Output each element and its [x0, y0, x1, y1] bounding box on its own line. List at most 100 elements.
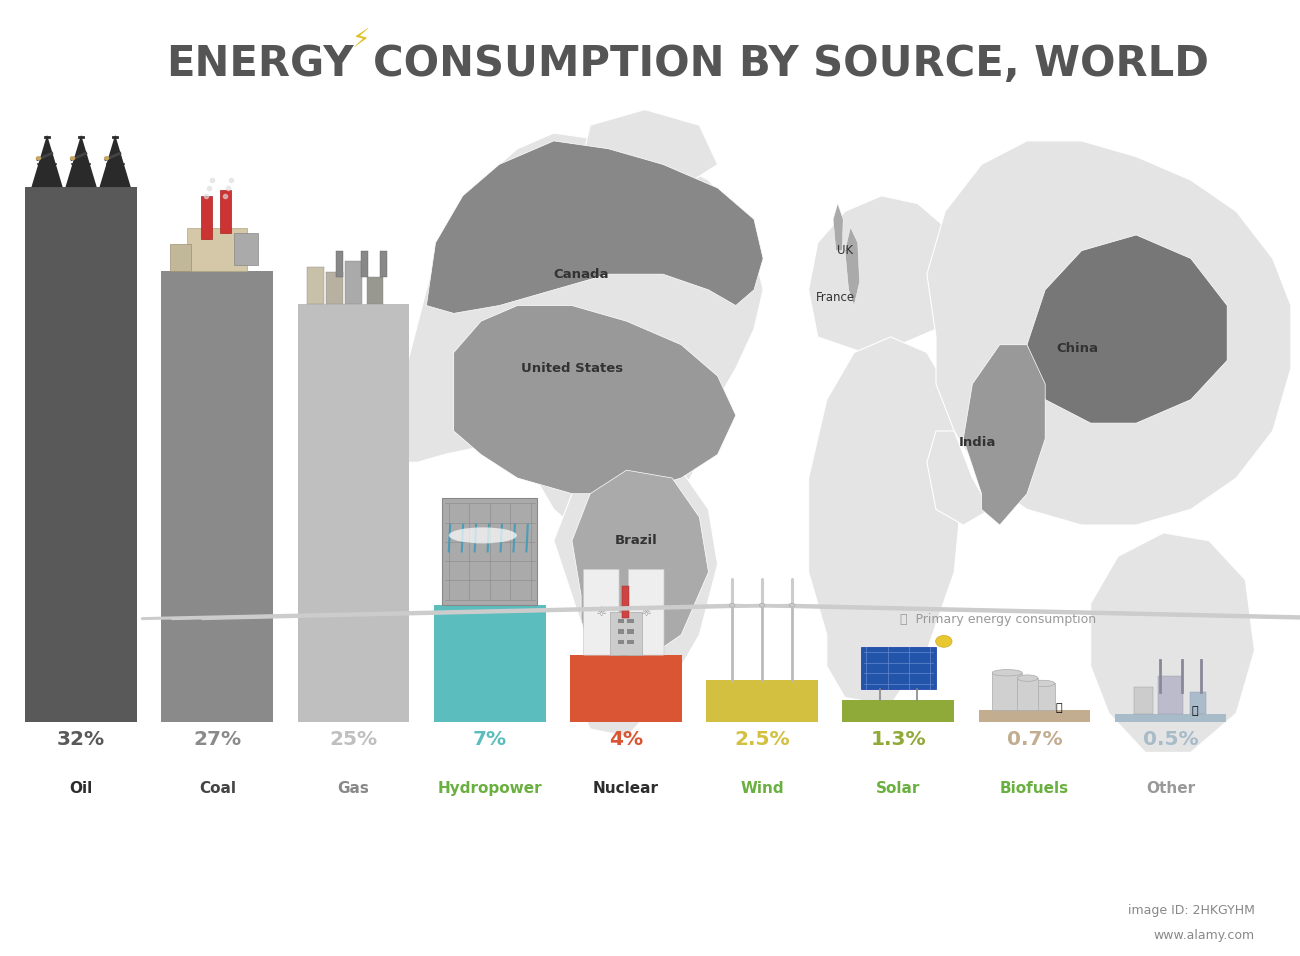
- Bar: [169, 244, 191, 271]
- Ellipse shape: [35, 156, 42, 161]
- FancyBboxPatch shape: [584, 570, 619, 655]
- Bar: [1115, 713, 1226, 722]
- Ellipse shape: [1031, 681, 1054, 686]
- Text: 27%: 27%: [194, 730, 242, 749]
- Text: France: France: [816, 292, 855, 304]
- Bar: [220, 190, 231, 233]
- Polygon shape: [1027, 235, 1227, 424]
- Text: UK: UK: [837, 244, 853, 257]
- Ellipse shape: [789, 603, 794, 607]
- Bar: [706, 680, 818, 722]
- Bar: [1031, 684, 1054, 710]
- Bar: [161, 271, 273, 722]
- Text: ENERGY: ENERGY: [166, 43, 354, 85]
- Bar: [610, 612, 642, 655]
- Ellipse shape: [992, 669, 1022, 676]
- Bar: [1018, 678, 1037, 710]
- Text: www.alamy.com: www.alamy.com: [1153, 929, 1254, 943]
- Bar: [627, 629, 634, 634]
- Bar: [367, 277, 384, 304]
- Text: Solar: Solar: [876, 781, 920, 795]
- Text: 7%: 7%: [473, 730, 507, 749]
- Bar: [326, 272, 343, 304]
- Text: Biofuels: Biofuels: [1000, 781, 1069, 795]
- Bar: [621, 585, 629, 618]
- Text: Gas: Gas: [338, 781, 369, 795]
- Polygon shape: [100, 135, 131, 187]
- Text: ⚡: ⚡: [352, 28, 370, 54]
- Bar: [627, 641, 634, 644]
- Polygon shape: [833, 204, 844, 250]
- Ellipse shape: [104, 156, 109, 161]
- Bar: [618, 629, 624, 634]
- Text: Oil: Oil: [69, 781, 92, 795]
- Text: alamy: alamy: [46, 906, 148, 936]
- Bar: [979, 710, 1091, 722]
- Bar: [618, 641, 624, 644]
- Polygon shape: [399, 133, 763, 541]
- Text: 🌿: 🌿: [1192, 706, 1199, 716]
- Bar: [861, 646, 936, 689]
- Bar: [361, 250, 368, 277]
- Text: CONSUMPTION BY SOURCE, WORLD: CONSUMPTION BY SOURCE, WORLD: [373, 43, 1209, 85]
- Bar: [618, 619, 624, 623]
- Bar: [442, 498, 537, 605]
- Polygon shape: [845, 228, 859, 306]
- Text: India: India: [958, 436, 996, 449]
- Text: 2.5%: 2.5%: [734, 730, 790, 749]
- Text: Brazil: Brazil: [615, 534, 656, 547]
- Bar: [627, 619, 634, 623]
- Polygon shape: [572, 470, 708, 666]
- Ellipse shape: [70, 156, 75, 161]
- Text: United States: United States: [521, 361, 623, 375]
- Text: Hydropower: Hydropower: [437, 781, 542, 795]
- Text: image ID: 2HKGYHM: image ID: 2HKGYHM: [1127, 904, 1254, 917]
- Text: 0.5%: 0.5%: [1143, 730, 1199, 749]
- Bar: [202, 196, 212, 239]
- FancyBboxPatch shape: [629, 570, 664, 655]
- Bar: [1190, 692, 1206, 713]
- Polygon shape: [581, 110, 718, 188]
- Bar: [434, 605, 546, 722]
- Ellipse shape: [936, 636, 952, 647]
- Text: Wind: Wind: [740, 781, 784, 795]
- Text: 1.3%: 1.3%: [871, 730, 926, 749]
- Polygon shape: [809, 196, 963, 353]
- Text: 🌿: 🌿: [1056, 703, 1062, 713]
- Bar: [234, 233, 259, 266]
- Text: 32%: 32%: [57, 730, 105, 749]
- Bar: [842, 700, 954, 722]
- Polygon shape: [31, 135, 62, 187]
- Text: 4%: 4%: [608, 730, 644, 749]
- Text: Coal: Coal: [199, 781, 235, 795]
- Ellipse shape: [1018, 675, 1037, 682]
- Text: Other: Other: [1147, 781, 1195, 795]
- Polygon shape: [454, 306, 736, 493]
- Bar: [442, 552, 523, 605]
- Bar: [1134, 686, 1153, 713]
- Bar: [380, 250, 387, 277]
- Text: 0.7%: 0.7%: [1006, 730, 1062, 749]
- Bar: [569, 655, 681, 722]
- Bar: [992, 673, 1022, 710]
- Bar: [298, 304, 410, 722]
- Text: China: China: [1056, 342, 1098, 355]
- Polygon shape: [65, 135, 96, 187]
- Text: 🔆  Primary energy consumption: 🔆 Primary energy consumption: [900, 613, 1096, 625]
- Text: 25%: 25%: [329, 730, 377, 749]
- Polygon shape: [927, 141, 1291, 525]
- Text: ⚛: ⚛: [595, 606, 607, 619]
- Bar: [307, 267, 324, 304]
- Bar: [346, 261, 361, 304]
- Ellipse shape: [729, 603, 734, 607]
- Polygon shape: [1091, 532, 1254, 752]
- Polygon shape: [927, 431, 991, 525]
- Bar: [1158, 676, 1183, 713]
- Bar: [25, 187, 136, 722]
- Ellipse shape: [759, 603, 764, 607]
- Polygon shape: [554, 454, 718, 737]
- Text: ⚛: ⚛: [641, 606, 651, 619]
- Text: Canada: Canada: [554, 268, 608, 281]
- Text: Nuclear: Nuclear: [593, 781, 659, 795]
- Polygon shape: [963, 345, 1045, 525]
